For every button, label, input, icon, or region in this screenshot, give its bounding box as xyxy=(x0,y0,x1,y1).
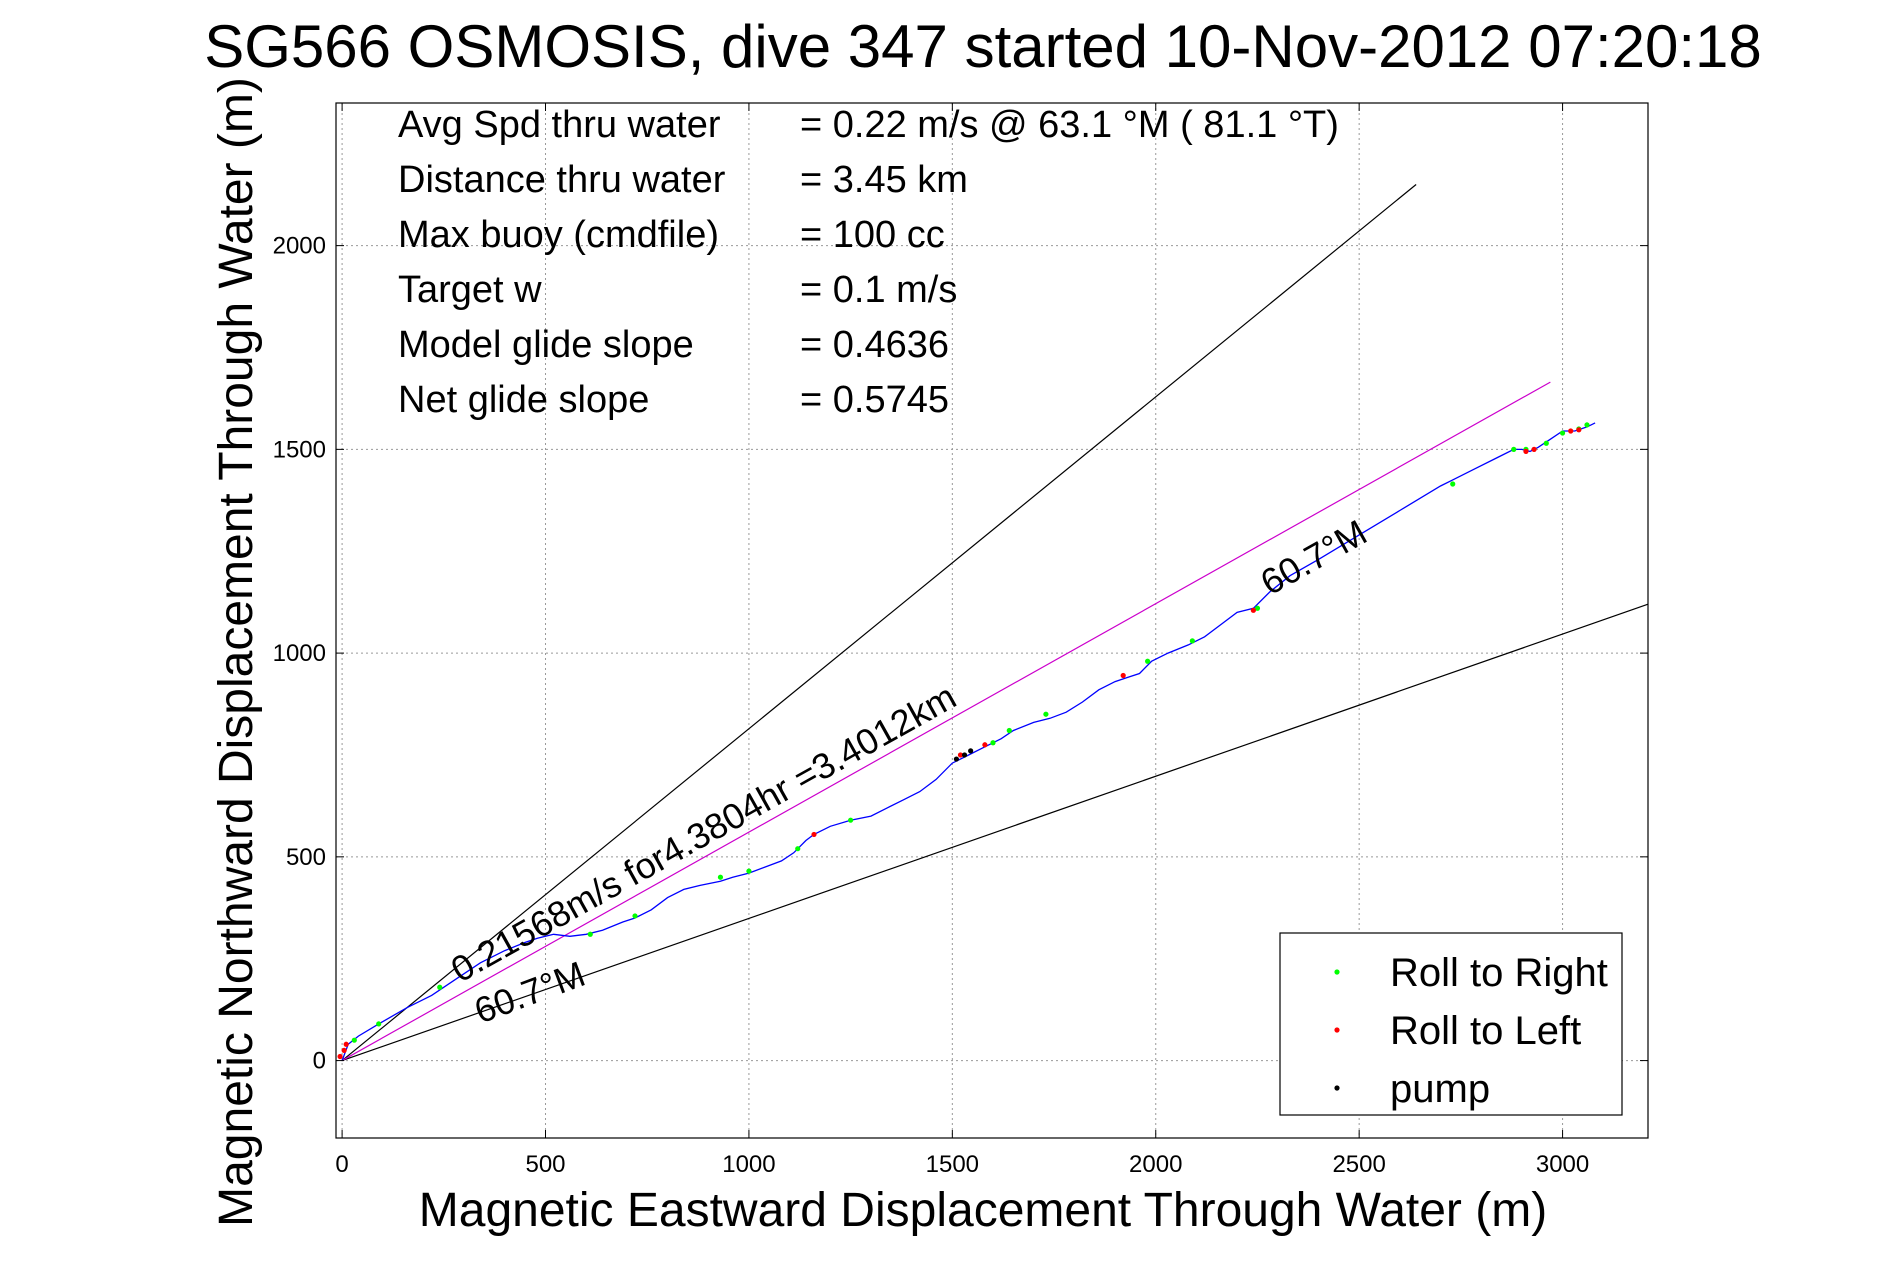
x-tick-label: 500 xyxy=(525,1151,565,1178)
marker-roll-to-right xyxy=(1543,440,1549,446)
track-line xyxy=(341,422,1596,1061)
info-label: Distance thru water xyxy=(398,159,726,201)
info-label: Max buoy (cmdfile) xyxy=(398,214,719,256)
legend-marker-roll-to-left xyxy=(1334,1027,1340,1033)
marker-roll-to-right xyxy=(1043,711,1049,717)
legend: Roll to Right Roll to Left pump xyxy=(1279,932,1623,1116)
x-tick-label: 2500 xyxy=(1332,1151,1385,1178)
marker-roll-to-right xyxy=(1584,422,1590,428)
x-tick-label: 1000 xyxy=(722,1151,775,1178)
marker-roll-to-right xyxy=(1189,638,1195,644)
marker-roll-to-left xyxy=(1568,428,1574,434)
marker-roll-to-right xyxy=(746,868,752,874)
legend-marker-roll-to-right xyxy=(1334,969,1340,975)
y-axis-title: Magnetic Northward Displacement Through … xyxy=(210,77,263,1227)
marker-roll-to-right xyxy=(587,931,593,937)
legend-box xyxy=(1279,932,1623,1116)
info-value: = 0.4636 xyxy=(800,324,949,366)
y-tick-label: 1000 xyxy=(273,640,326,667)
marker-roll-to-right xyxy=(795,846,801,852)
info-value: = 0.5745 xyxy=(800,379,949,421)
info-label: Avg Spd thru water xyxy=(398,104,721,146)
marker-roll-to-right xyxy=(632,913,638,919)
marker-roll-to-right xyxy=(1254,605,1261,611)
y-tick-label: 1500 xyxy=(273,436,326,463)
legend-marker-pump xyxy=(1334,1085,1340,1091)
info-label: Target w xyxy=(398,269,542,311)
reference-line-lower-bound xyxy=(341,603,1649,1062)
info-value: = 0.22 m/s @ 63.1 °M ( 81.1 °T) xyxy=(800,104,1339,146)
marker-roll-to-left xyxy=(1523,448,1529,454)
info-label: Net glide slope xyxy=(398,379,649,421)
data-markers xyxy=(337,422,1590,1060)
marker-roll-to-right xyxy=(990,740,996,746)
reference-lines xyxy=(341,184,1649,1062)
x-tick-label: 2000 xyxy=(1129,1151,1182,1178)
marker-roll-to-right xyxy=(376,1021,382,1027)
marker-roll-to-right xyxy=(1450,481,1456,487)
info-label: Model glide slope xyxy=(398,324,694,366)
marker-pump xyxy=(953,756,960,762)
grid-lines xyxy=(336,103,1648,1138)
marker-roll-to-left xyxy=(1576,427,1582,433)
marker-roll-to-left xyxy=(811,831,817,838)
plot-area-frame xyxy=(335,102,1649,1139)
track-path xyxy=(341,422,1596,1061)
marker-roll-to-left xyxy=(982,742,988,748)
x-tick-label: 0 xyxy=(335,1151,348,1178)
marker-roll-to-left xyxy=(1120,672,1126,679)
marker-pump xyxy=(968,748,974,754)
marker-pump xyxy=(961,752,968,758)
axis-ticks: 0 500 1000 1500 2000 2500 3000 0 500 1000 1500 2000 xyxy=(273,103,1648,1178)
marker-roll-to-right xyxy=(848,817,854,823)
y-tick-label: 2000 xyxy=(273,233,326,260)
annotations: 0.21568m/s for4.3804hr =3.4012km60.7°M60… xyxy=(444,511,1373,1031)
x-axis-title: Magnetic Eastward Displacement Through W… xyxy=(419,1184,1547,1237)
marker-roll-to-left xyxy=(1531,446,1537,452)
y-tick-label: 0 xyxy=(313,1048,326,1075)
y-tick-label: 500 xyxy=(286,844,326,871)
marker-roll-to-left xyxy=(343,1041,349,1047)
marker-roll-to-left xyxy=(341,1047,347,1053)
annotation-label: 0.21568m/s for4.3804hr =3.4012km xyxy=(444,676,963,991)
x-tick-label: 1500 xyxy=(926,1151,979,1178)
info-text-block: Avg Spd thru water = 0.22 m/s @ 63.1 °M (… xyxy=(398,104,1339,421)
marker-roll-to-right xyxy=(351,1037,357,1043)
reference-line-upper-bound xyxy=(341,184,1417,1062)
reference-line-net-course xyxy=(341,381,1551,1062)
legend-label-roll-to-left: Roll to Left xyxy=(1390,1009,1581,1053)
legend-label-roll-to-right: Roll to Right xyxy=(1390,951,1608,995)
marker-roll-to-right xyxy=(1511,446,1517,452)
info-value: = 3.45 km xyxy=(800,159,968,201)
legend-label-pump: pump xyxy=(1390,1067,1490,1111)
marker-roll-to-right xyxy=(1145,658,1151,664)
marker-roll-to-left xyxy=(337,1053,343,1060)
x-tick-label: 3000 xyxy=(1536,1151,1589,1178)
info-value: = 0.1 m/s xyxy=(800,269,957,311)
marker-roll-to-left xyxy=(957,752,964,758)
marker-roll-to-left xyxy=(1250,607,1256,613)
chart-title: SG566 OSMOSIS, dive 347 started 10-Nov-2… xyxy=(204,13,1762,80)
marker-roll-to-right xyxy=(437,984,443,990)
marker-roll-to-right xyxy=(717,874,724,880)
info-value: = 100 cc xyxy=(800,214,945,256)
annotation-label: 60.7°M xyxy=(1254,511,1374,603)
marker-roll-to-right xyxy=(1006,727,1012,734)
marker-roll-to-right xyxy=(1559,430,1566,436)
